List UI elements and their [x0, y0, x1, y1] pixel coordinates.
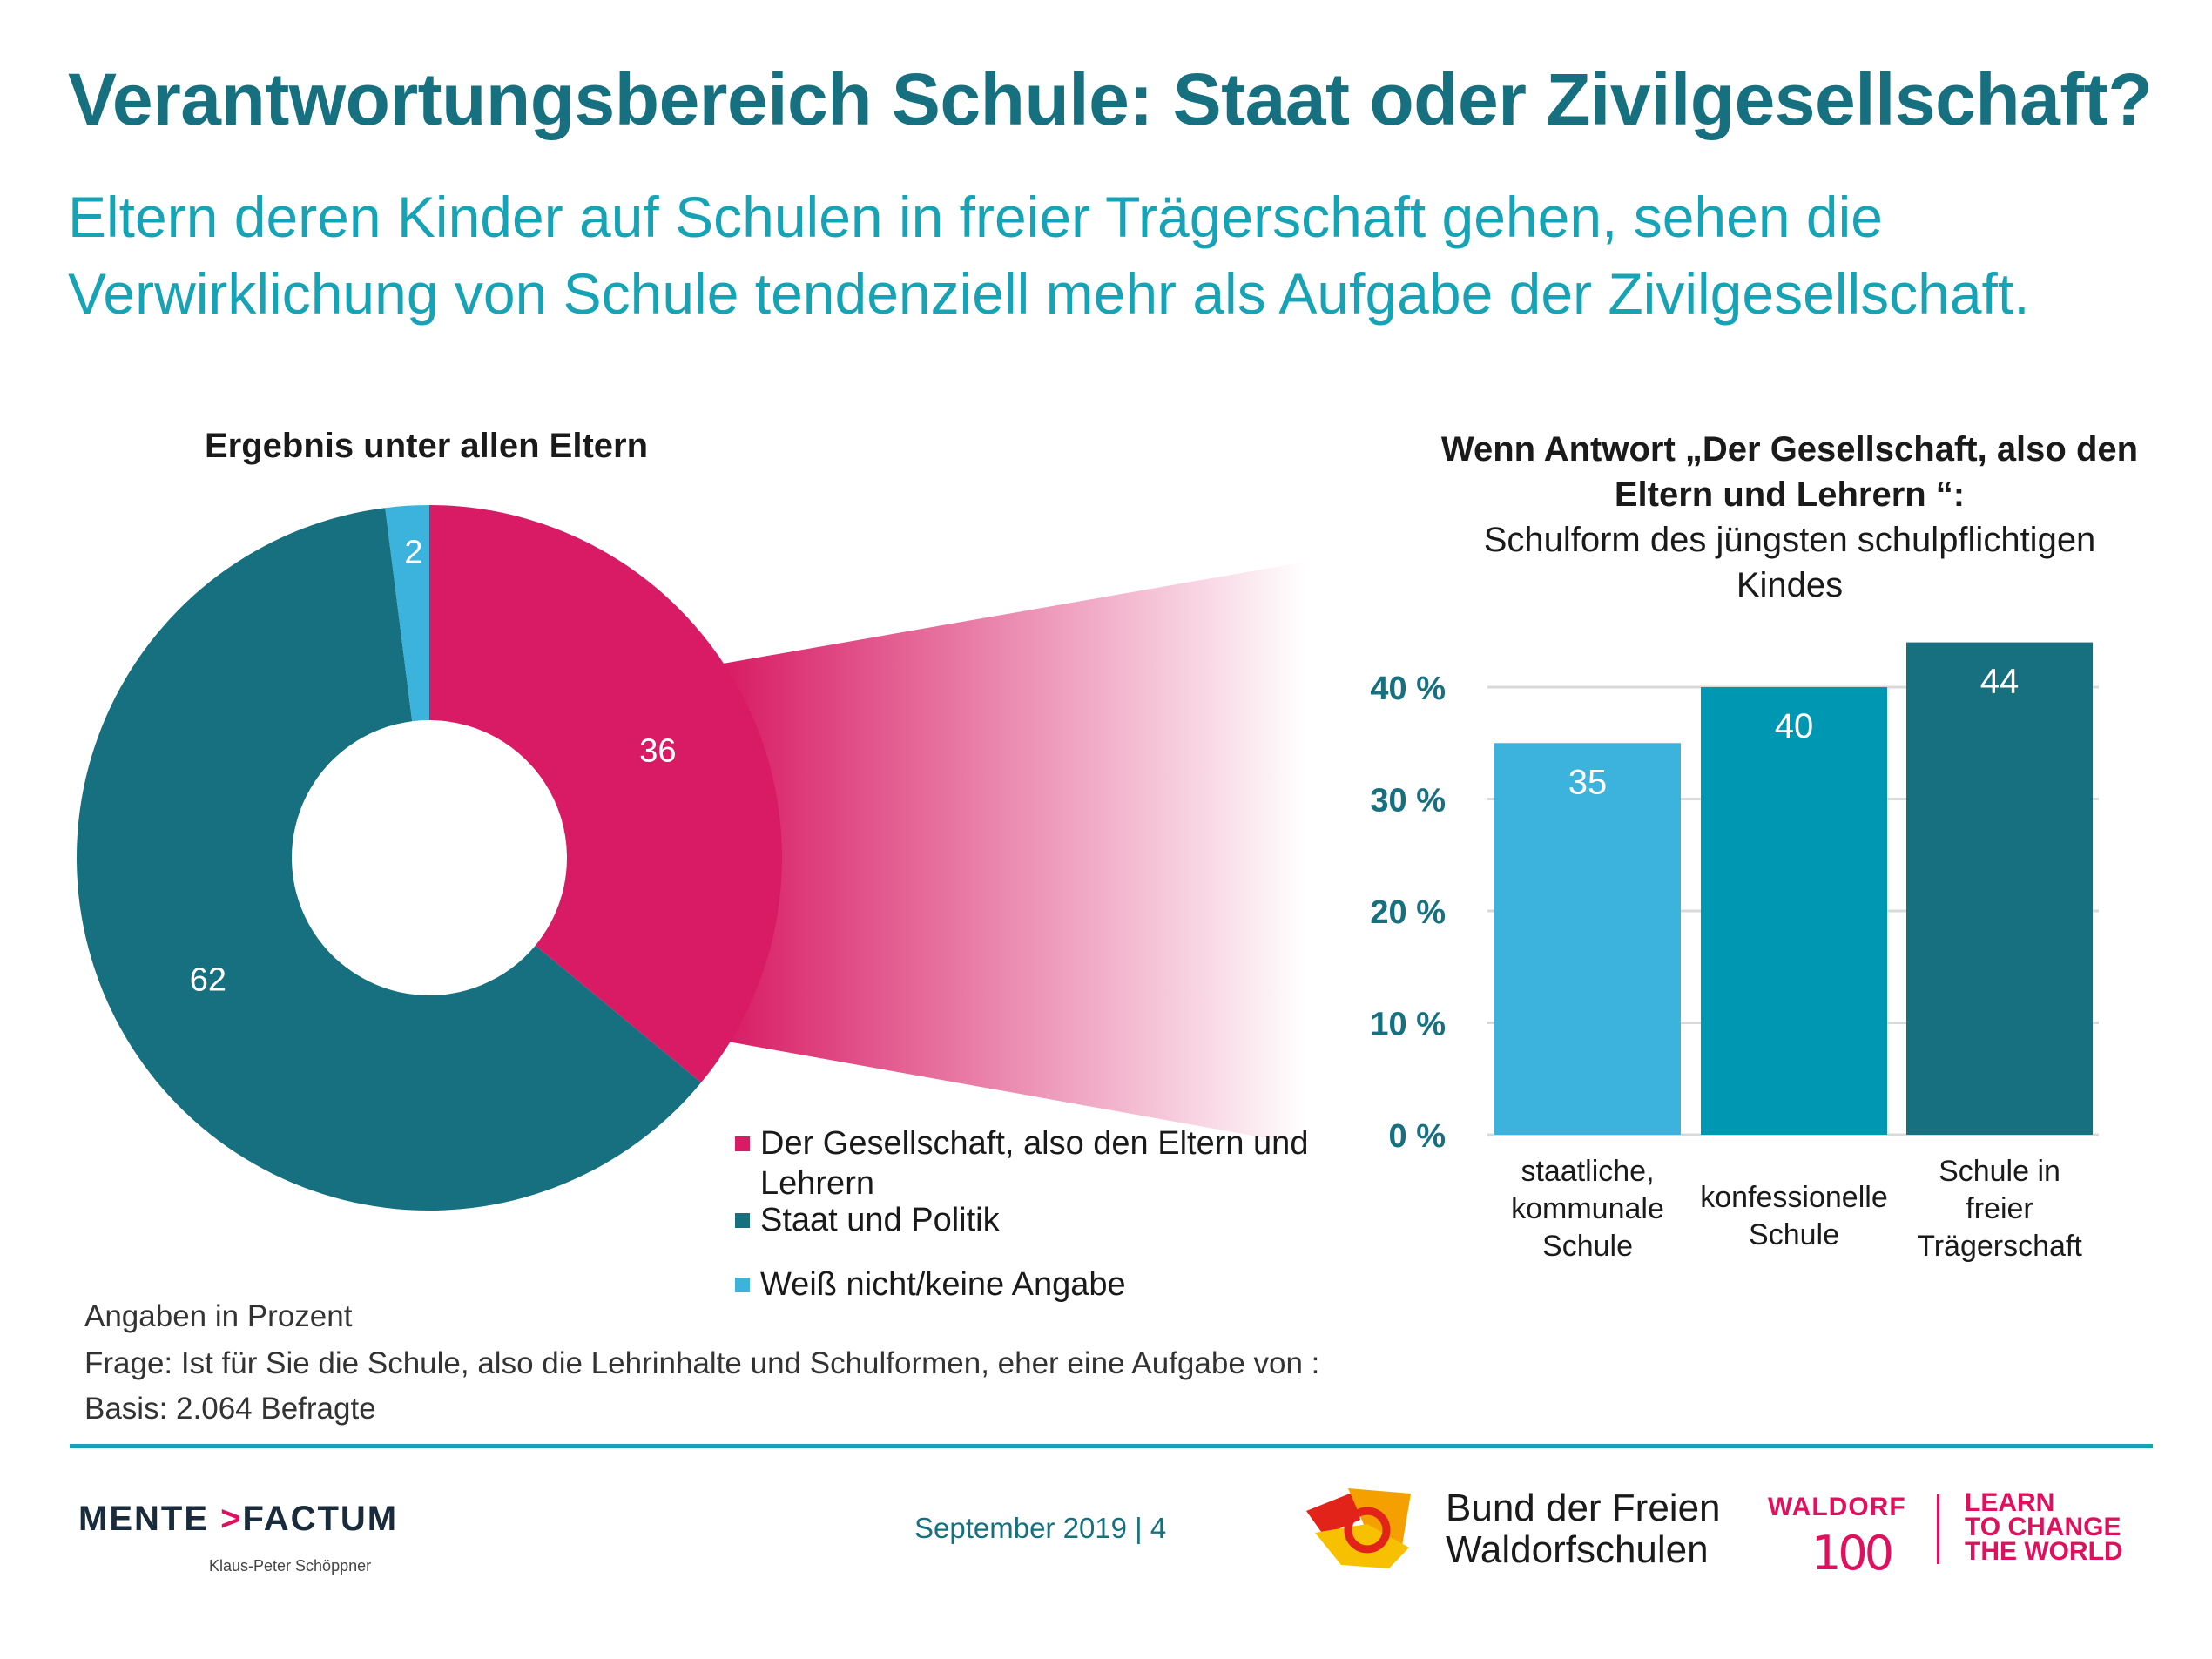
- author-name: Klaus-Peter Schöppner: [209, 1557, 372, 1575]
- x-category-label: Trägerschaft: [1917, 1230, 2082, 1263]
- y-tick-label: 10 %: [1370, 1007, 1446, 1043]
- bar-chart: 0 % 10 % 20 % 30 % 40 % 35 staatliche, kommunal…: [1370, 642, 2099, 1263]
- bdfw-name-line: Bund der Freien: [1446, 1487, 1721, 1529]
- x-category-label: freier: [1966, 1192, 2033, 1225]
- date-page-number: September 2019 | 4: [914, 1512, 1167, 1544]
- footnote-unit: Angaben in Prozent: [84, 1299, 353, 1333]
- bar-value-label: 40: [1775, 707, 1814, 745]
- bar-title-bold-line: Wenn Antwort „Der Gesellschaft, also den: [1440, 430, 2139, 469]
- donut-slice: [385, 505, 429, 722]
- donut-chart-title: Ergebnis unter allen Eltern: [205, 427, 649, 465]
- donut-chart: 36 62 2: [77, 505, 782, 1211]
- mente-factum-logo: MENTE >FACTUM: [78, 1500, 398, 1539]
- page-title: Verantwortungsbereich Schule: Staat oder…: [68, 58, 2153, 140]
- bar-title-line: Kindes: [1736, 566, 1844, 604]
- slogan-line: TO CHANGE: [1965, 1513, 2121, 1541]
- legend-item: Der Gesellschaft, also den Eltern und Le…: [735, 1123, 1327, 1204]
- zoom-connector: [723, 562, 1306, 1145]
- footnote-question: Frage: Ist für Sie die Schule, also die …: [84, 1346, 1320, 1380]
- y-tick-label: 30 %: [1370, 783, 1446, 819]
- bar-value-label: 44: [1980, 663, 2020, 701]
- legend-item: Staat und Politik: [735, 1200, 1327, 1240]
- y-tick-label: 40 %: [1370, 671, 1446, 707]
- donut-slice-label: 2: [404, 535, 422, 571]
- bdfw-name: Bund der Freien Waldorfschulen: [1446, 1487, 1721, 1571]
- page-subtitle: Eltern deren Kinder auf Schulen in freie…: [68, 179, 2175, 332]
- subtitle-line: Eltern deren Kinder auf Schulen in freie…: [68, 185, 1883, 249]
- subtitle-line: Verwirklichung von Schule tendenziell me…: [68, 261, 2030, 326]
- waldorf100-slogan: LEARN TO CHANGE THE WORLD: [1965, 1488, 2123, 1566]
- legend-label: Der Gesellschaft, also den Eltern und Le…: [760, 1125, 1309, 1202]
- x-category-label: Schule: [1542, 1230, 1633, 1263]
- bar-title-bold-line: Eltern und Lehrern “:: [1614, 475, 1966, 514]
- donut-slice-label: 36: [639, 733, 676, 770]
- slogan-line: LEARN: [1965, 1488, 2055, 1517]
- legend-swatch: [735, 1278, 750, 1292]
- donut-slice-label: 62: [190, 962, 226, 999]
- legend-item: Weiß nicht/keine Angabe: [735, 1264, 1327, 1305]
- logo-arrow-icon: >: [220, 1500, 243, 1538]
- donut-slice: [77, 508, 702, 1211]
- logo-word: FACTUM: [242, 1500, 399, 1538]
- x-category-label: kommunale: [1511, 1192, 1664, 1225]
- x-category-label: Schule: [1749, 1218, 1839, 1251]
- x-category-label: konfessionelle: [1700, 1181, 1887, 1214]
- bar: [1906, 642, 2093, 1135]
- bar-title-line: Schulform des jüngsten schulpflichtigen: [1483, 521, 2096, 559]
- bdfw-name-line: Waldorfschulen: [1446, 1528, 1709, 1571]
- donut-slice: [429, 505, 782, 1083]
- footnote-base: Basis: 2.064 Befragte: [84, 1392, 376, 1426]
- y-tick-label: 20 %: [1370, 894, 1446, 931]
- waldorf100-wordmark: WALDORF: [1768, 1493, 1906, 1521]
- x-category-label: staatliche,: [1521, 1155, 1654, 1188]
- bar-chart-title: Wenn Antwort „Der Gesellschaft, also den…: [1428, 427, 2151, 608]
- bdfw-logo-icon: [1306, 1488, 1411, 1568]
- waldorf100-number: 100: [1811, 1526, 1894, 1581]
- legend-swatch: [735, 1136, 750, 1151]
- footer-divider: [70, 1444, 2153, 1448]
- bar: [1701, 687, 1887, 1135]
- waldorf100-separator: [1937, 1494, 1939, 1564]
- x-category-label: Schule in: [1939, 1155, 2060, 1188]
- bar: [1494, 743, 1681, 1135]
- y-tick-label: 0 %: [1389, 1118, 1446, 1155]
- logo-word: MENTE: [78, 1500, 209, 1538]
- legend-swatch: [735, 1213, 750, 1228]
- legend-label: Staat und Politik: [760, 1202, 1000, 1238]
- bar-value-label: 35: [1568, 763, 1608, 801]
- legend-label: Weiß nicht/keine Angabe: [760, 1266, 1126, 1303]
- slogan-line: THE WORLD: [1965, 1537, 2123, 1566]
